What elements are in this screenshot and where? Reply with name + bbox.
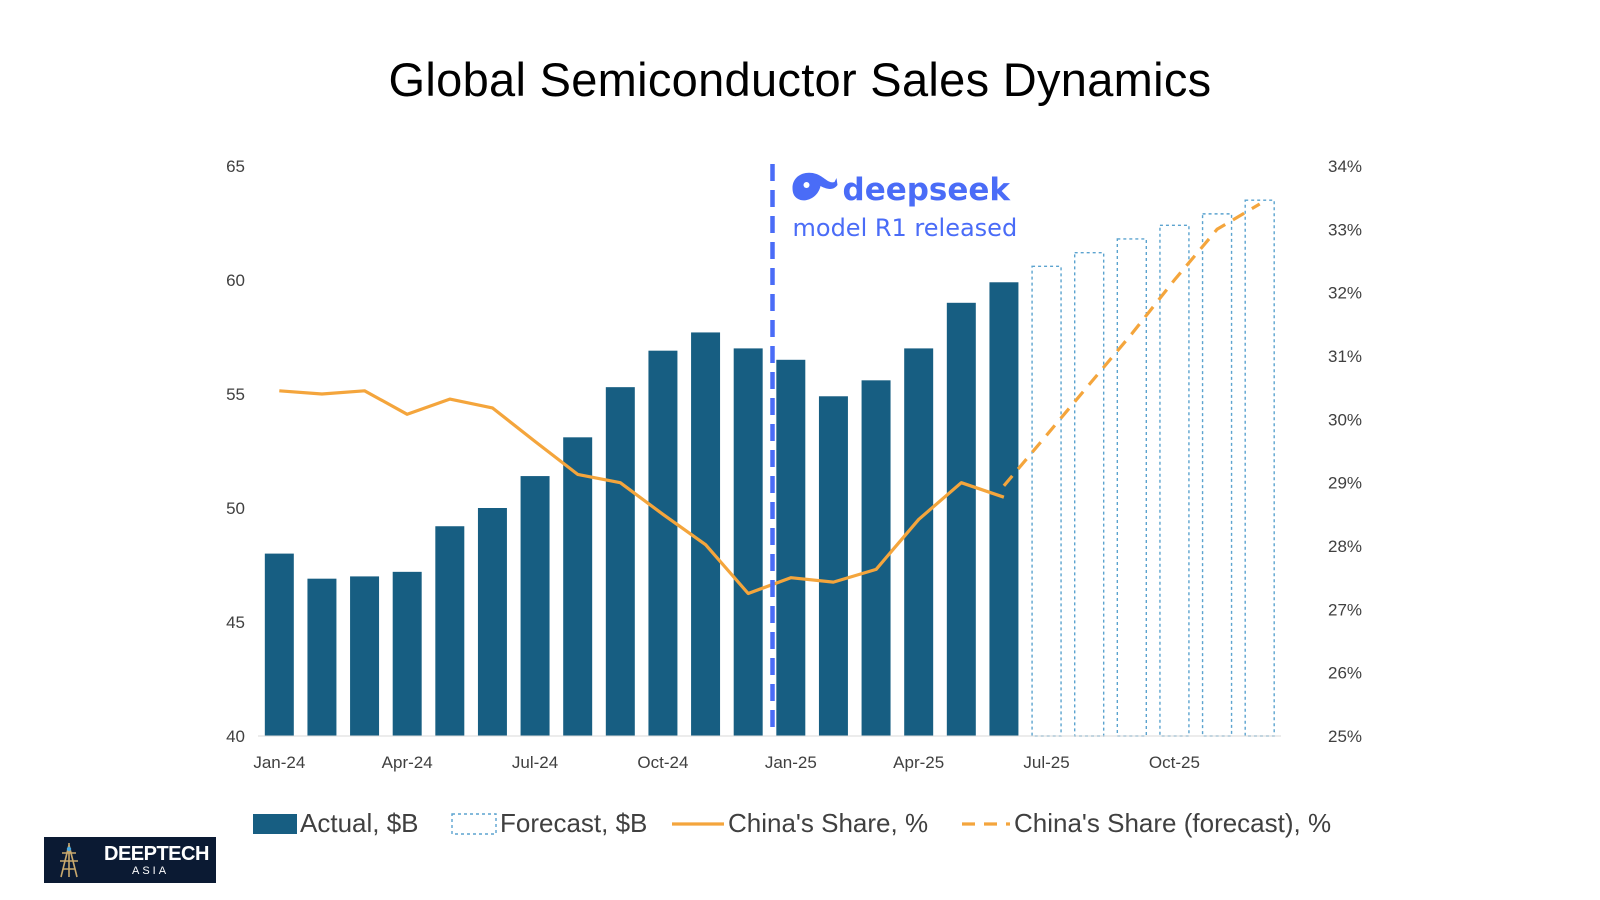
left-axis: 40 45 50 55 60 65 [226, 157, 245, 746]
forecast-bar [1116, 238, 1148, 737]
actual-bar [264, 553, 294, 736]
forecast-bar [1159, 224, 1190, 737]
actual-bar [904, 348, 934, 736]
lines-group [279, 202, 1261, 596]
legend-label-share-forecast: China's Share (forecast), % [1014, 808, 1331, 838]
logo-line2: ASIA [132, 865, 170, 877]
whale-body [792, 172, 838, 201]
legend-label-forecast: Forecast, $B [500, 808, 647, 838]
actual-bar [605, 387, 635, 736]
actual-bar [435, 526, 465, 736]
forecast-bar [1244, 199, 1275, 737]
y-left-tick-label: 45 [226, 613, 245, 632]
deepseek-whale-icon [792, 172, 838, 201]
legend-swatch-forecast [451, 813, 497, 835]
logo-line1: DEEPTECH [104, 843, 209, 865]
x-tick-label: Oct-25 [1149, 753, 1200, 772]
bars-group [264, 199, 1275, 737]
china-share-line [279, 389, 1005, 596]
forecast-bar [1201, 213, 1233, 737]
whale-eye [803, 182, 810, 188]
actual-bar [307, 578, 337, 736]
actual-bar [946, 302, 976, 736]
deepseek-brand-text: deepseek [843, 172, 1012, 208]
actual-bar [520, 476, 550, 736]
y-right-tick-label: 31% [1328, 347, 1362, 366]
legend-swatch-actual [253, 814, 297, 834]
x-tick-label: Apr-24 [382, 753, 433, 772]
actual-bar [733, 348, 763, 736]
chart-title: Global Semiconductor Sales Dynamics [388, 53, 1212, 106]
actual-bar [477, 508, 507, 736]
x-tick-label: Jan-24 [253, 753, 305, 772]
x-axis: Jan-24 Apr-24 Jul-24 Oct-24 Jan-25 Apr-25 Jul-… [253, 735, 1281, 772]
y-right-tick-label: 27% [1328, 600, 1362, 619]
release-annotation-text: model R1 released [793, 214, 1018, 242]
forecast-bar [1031, 265, 1062, 737]
x-tick-label: Jan-25 [765, 753, 817, 772]
actual-bar [691, 332, 721, 736]
actual-bar [818, 396, 848, 736]
actual-bar [989, 282, 1019, 736]
y-right-tick-label: 29% [1328, 474, 1362, 493]
y-right-tick-label: 26% [1328, 664, 1362, 683]
y-right-tick-label: 33% [1328, 220, 1362, 239]
y-left-tick-label: 65 [226, 157, 245, 176]
x-tick-label: Oct-24 [637, 753, 688, 772]
tower-icon [60, 843, 78, 878]
y-left-tick-label: 55 [226, 385, 245, 404]
actual-bar [648, 350, 678, 736]
right-axis: 25% 26% 27% 28% 29% 30% 31% 32% 33% 34% [1328, 157, 1362, 746]
y-left-tick-label: 50 [226, 499, 245, 518]
actual-bar [776, 359, 806, 736]
x-tick-label: Jul-24 [512, 753, 558, 772]
y-right-tick-label: 25% [1328, 727, 1362, 746]
y-right-tick-label: 30% [1328, 410, 1362, 429]
y-right-tick-label: 34% [1328, 157, 1362, 176]
y-right-tick-label: 28% [1328, 537, 1362, 556]
actual-bar [392, 571, 422, 736]
china-share-forecast-line [1002, 202, 1261, 487]
y-left-tick-label: 40 [226, 727, 245, 746]
x-tick-label: Jul-25 [1023, 753, 1069, 772]
y-left-tick-label: 60 [226, 271, 245, 290]
legend-label-actual: Actual, $B [300, 808, 419, 838]
deepseek-annotation: deepseek model R1 released [770, 164, 1018, 736]
legend: Actual, $B Forecast, $B China's Share, % Ch… [253, 808, 1331, 838]
actual-bar [563, 437, 593, 736]
forecast-bar [1073, 251, 1105, 737]
y-right-tick-label: 32% [1328, 284, 1362, 303]
x-tick-label: Apr-25 [893, 753, 944, 772]
actual-bar [350, 576, 380, 736]
legend-label-share: China's Share, % [728, 808, 928, 838]
deeptech-asia-logo: DEEPTECH ASIA [44, 837, 216, 883]
